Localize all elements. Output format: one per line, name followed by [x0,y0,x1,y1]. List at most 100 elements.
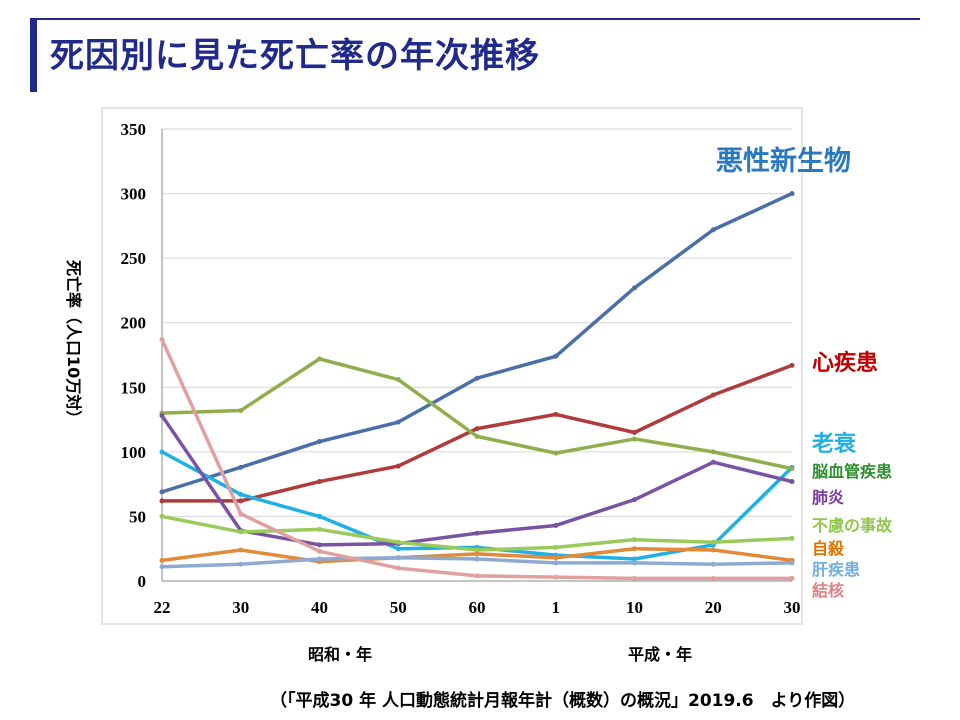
data-point [395,546,401,552]
data-point [395,463,401,469]
data-point [474,530,480,536]
x-tick-label: 20 [705,598,722,617]
page-title: 死因別に見た死亡率の年次推移 [50,36,540,76]
x-tick-label: 30 [232,598,249,617]
x-era-label-showa: 昭和・年 [308,645,372,664]
data-point [238,529,244,535]
data-point [238,491,244,497]
data-point [632,285,637,291]
data-point [159,337,165,343]
data-point [395,377,401,383]
legend-label: 心疾患 [812,350,878,376]
data-point [710,561,716,567]
legend-label: 不慮の事故 [812,516,893,535]
data-point [553,560,559,566]
data-point [789,575,795,581]
legend-label: 脳血管疾患 [812,462,892,481]
data-point [474,433,480,439]
data-point [789,466,795,472]
data-point [238,511,244,517]
data-point [317,548,322,554]
data-point [317,542,322,548]
data-point [474,547,480,553]
data-point [710,575,716,581]
data-point [159,564,165,570]
data-point [317,439,322,445]
data-point [238,547,244,553]
data-point [710,459,716,465]
data-point [632,560,637,566]
x-tick-label: 22 [154,598,171,617]
series-line [160,191,794,494]
data-point [317,356,322,362]
data-point [553,574,559,580]
source-footnote: （「平成30 年 人口動態統計月報年計（概数）の概況」2019.6 より作図） [270,691,856,711]
y-tick-label: 300 [121,185,147,204]
data-point [395,539,401,545]
legend-label: 結核 [812,581,844,600]
x-era-label-heisei: 平成・年 [628,645,692,664]
data-point [710,539,716,545]
data-point [159,513,165,519]
legend-label: 肝疾患 [812,560,860,579]
title-accent-bar [30,18,37,92]
data-point [317,526,322,532]
data-point [632,546,637,552]
data-point [632,575,637,581]
series-line [160,363,794,503]
data-point [474,573,480,579]
data-point [553,450,559,456]
data-point [474,556,480,562]
legend-label: 肺炎 [812,488,844,507]
data-point [789,362,795,368]
data-point [553,411,559,417]
data-point [632,429,637,435]
y-tick-label: 0 [138,572,147,591]
data-point [395,565,401,571]
title-rule [30,18,920,20]
data-point [474,551,480,557]
x-tick-label: 40 [311,598,328,617]
plot-frame [101,107,803,625]
data-point [789,479,795,485]
data-point [553,555,559,561]
y-tick-label: 250 [121,249,147,268]
data-point [789,560,795,566]
data-point [317,513,322,519]
data-point [553,522,559,528]
y-axis-label: 死亡率（人口10万対） [64,260,83,426]
data-point [474,375,480,381]
data-point [238,464,244,470]
data-point [789,191,795,197]
y-tick-label: 350 [121,120,147,139]
legend-label: 老衰 [811,431,857,457]
data-point [395,419,401,425]
x-tick-label: 30 [784,598,801,617]
data-point [474,426,480,432]
data-point [632,497,637,503]
data-point [553,544,559,550]
x-tick-label: 60 [469,598,486,617]
data-point [710,392,716,398]
y-tick-label: 150 [121,378,147,397]
data-point [317,479,322,485]
data-point [159,449,165,455]
data-point [238,408,244,414]
data-point [395,555,401,561]
data-point [789,535,795,541]
data-point [317,556,322,562]
y-tick-label: 50 [129,507,146,526]
data-point [553,353,559,359]
data-point [710,547,716,553]
data-point [632,436,637,442]
y-tick-label: 200 [121,314,147,333]
data-point [238,561,244,567]
data-point [159,413,165,419]
legend-label: 自殺 [812,539,845,558]
x-tick-label: 50 [390,598,407,617]
data-point [159,489,165,495]
data-point [710,449,716,455]
data-point [159,498,165,504]
x-tick-label: 1 [552,598,561,617]
